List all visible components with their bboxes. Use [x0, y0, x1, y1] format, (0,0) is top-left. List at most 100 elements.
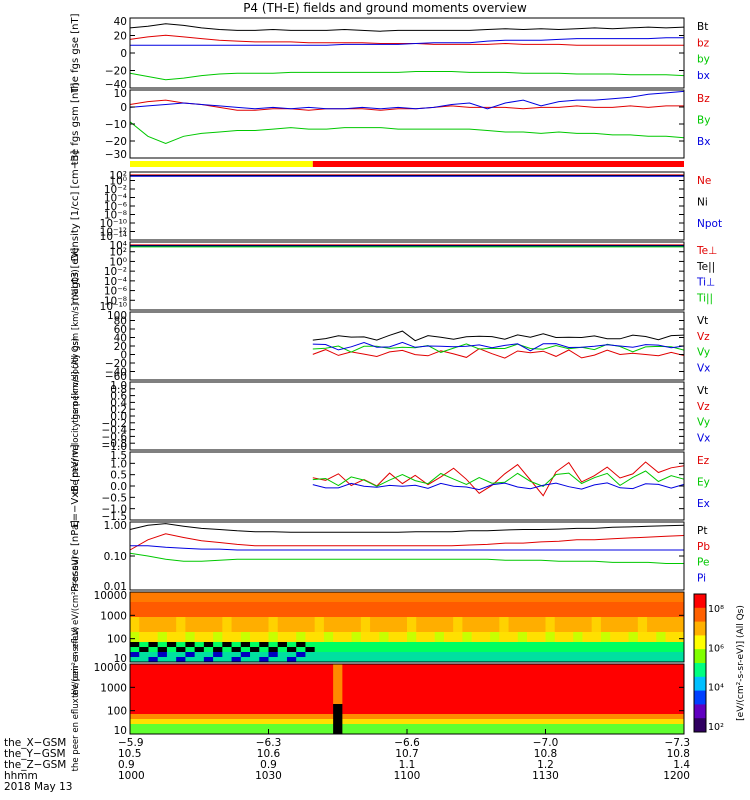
spectro-cell	[259, 632, 269, 638]
spectro-cell	[637, 637, 648, 643]
spectro-cell	[240, 684, 251, 690]
spectro-cell	[490, 724, 500, 730]
colorbar-segment	[694, 649, 706, 664]
spectro-cell	[407, 704, 417, 710]
spectro-cell	[351, 602, 362, 608]
spectro-cell	[453, 622, 463, 628]
spectro-cell	[130, 597, 140, 603]
spectro-cell	[222, 602, 233, 608]
spectro-cell	[379, 652, 390, 658]
spectro-cell	[342, 699, 353, 705]
spectro-cell	[130, 679, 140, 685]
spectro-cell	[490, 597, 500, 603]
spectro-cell	[480, 729, 491, 735]
y-tick-label: 10000	[94, 590, 127, 602]
spectro-cell	[397, 719, 408, 725]
spectro-cell	[573, 602, 583, 608]
spectro-cell	[286, 637, 297, 643]
spectro-cell	[157, 647, 168, 653]
spectro-cell	[545, 684, 556, 690]
spectro-cell	[176, 632, 186, 638]
spectro-cell	[443, 714, 454, 720]
spectro-cell	[536, 622, 546, 628]
spectro-cell	[665, 652, 676, 658]
spectro-cell	[647, 699, 657, 705]
spectro-cell	[213, 694, 223, 700]
spectro-cell	[453, 669, 463, 675]
spectro-cell	[130, 627, 140, 633]
spectro-cell	[397, 652, 408, 658]
spectro-cell	[480, 709, 491, 715]
spectro-cell	[462, 652, 473, 658]
spectro-cell	[600, 597, 611, 603]
spectro-cell	[351, 657, 362, 663]
spectro-cell	[148, 617, 159, 623]
spectro-cell	[462, 704, 473, 710]
spectro-cell	[554, 617, 565, 623]
y-tick-label: 10⁻¹²	[100, 227, 127, 239]
spectro-cell	[582, 694, 593, 700]
spectro-cell	[582, 647, 593, 653]
y-axis-label: Pressure [nPa]	[70, 520, 81, 592]
spectro-cell	[462, 694, 473, 700]
spectro-cell	[527, 617, 537, 623]
spectro-cell	[305, 637, 316, 643]
spectro-cell	[637, 704, 648, 710]
spectro-cell	[314, 719, 325, 725]
spectro-cell	[194, 607, 205, 613]
spectro-cell	[665, 719, 676, 725]
spectro-cell	[527, 674, 537, 680]
spectro-cell	[397, 684, 408, 690]
spectro-cell	[573, 729, 583, 735]
spectro-cell	[231, 637, 242, 643]
spectro-cell	[231, 642, 242, 648]
spectro-cell	[656, 647, 667, 653]
legend-Vt: Vt	[697, 385, 708, 397]
spectro-cell	[443, 642, 454, 648]
spectro-cell	[591, 694, 602, 700]
spectro-cell	[277, 719, 288, 725]
spectro-cell	[268, 597, 279, 603]
spectro-cell	[296, 612, 306, 618]
spectro-cell	[176, 597, 186, 603]
spectro-cell	[314, 724, 325, 730]
spectro-cell	[185, 652, 196, 658]
spectro-cell	[462, 729, 473, 735]
spectro-cell	[176, 729, 186, 735]
spectro-cell	[296, 622, 306, 628]
spectro-cell	[647, 592, 657, 598]
spectro-cell	[674, 617, 685, 623]
spectro-cell	[139, 617, 149, 623]
spectro-cell	[637, 612, 648, 618]
spectro-cell	[314, 597, 325, 603]
spectro-cell	[407, 617, 417, 623]
spectro-cell	[443, 657, 454, 663]
spectro-cell	[305, 669, 316, 675]
spectro-cell	[573, 669, 583, 675]
spectro-cell	[259, 617, 269, 623]
spectro-cell	[277, 617, 288, 623]
spectro-cell	[333, 729, 343, 735]
spectro-cell	[656, 704, 667, 710]
spectro-cell	[370, 602, 380, 608]
spectro-cell	[268, 709, 279, 715]
spectro-cell	[286, 714, 297, 720]
spectro-cell	[434, 617, 445, 623]
spectro-cell	[388, 632, 399, 638]
spectro-cell	[416, 704, 426, 710]
spectro-cell	[508, 669, 519, 675]
y-tick-label: 10	[114, 88, 127, 100]
figure-title: P4 (TH-E) fields and ground moments over…	[243, 1, 527, 15]
spectro-cell	[443, 597, 454, 603]
spectro-cell	[610, 699, 620, 705]
spectro-cell	[213, 669, 223, 675]
spectro-cell	[591, 607, 602, 613]
spectro-cell	[176, 657, 186, 663]
spectro-cell	[388, 597, 399, 603]
spectro-cell	[360, 664, 371, 670]
legend-bz: bz	[697, 37, 710, 49]
panel-frame	[129, 311, 685, 381]
spectro-cell	[536, 637, 546, 643]
spectro-cell	[674, 657, 685, 663]
